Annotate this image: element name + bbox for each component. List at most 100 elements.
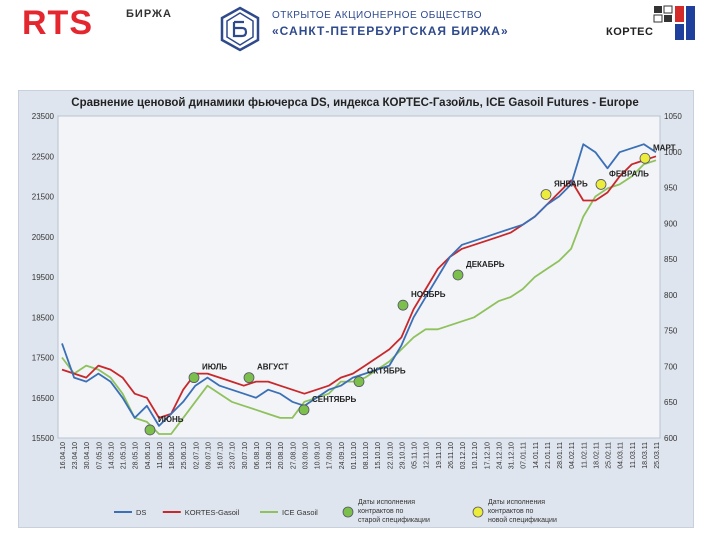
contract-expiry-marker (188, 372, 200, 384)
price-comparison-chart: Сравнение ценовой динамики фьючерса DS, … (32, 97, 683, 524)
x-tick-label: 05.11.10 (412, 442, 419, 469)
plot-area (57, 115, 661, 439)
x-tick-label: 01.10.10 (351, 442, 358, 469)
legend-marker (472, 506, 484, 518)
y-right-tick-label: 600 (664, 434, 678, 443)
x-tick-label: 21.05.10 (121, 442, 128, 469)
legend-marker (342, 506, 354, 518)
contract-expiry-marker (243, 372, 255, 384)
annotation-label: ИЮЛЬ (202, 363, 227, 372)
annotation-label: ДЕКАБРЬ (466, 260, 505, 269)
x-tick-label: 08.10.10 (363, 442, 370, 469)
x-tick-label: 04.02.11 (569, 442, 576, 469)
contract-expiry-marker (595, 179, 607, 190)
x-tick-label: 03.12.10 (460, 442, 467, 469)
contract-expiry-marker (298, 404, 310, 416)
y-right-tick-label: 850 (664, 255, 678, 264)
x-tick-label: 23.07.10 (230, 442, 237, 469)
x-tick-label: 24.12.10 (496, 442, 503, 469)
rts-logo-text: RTS (22, 4, 93, 42)
annotation-label: ОКТЯБРЬ (367, 367, 406, 376)
y-left-tick-label: 19500 (32, 273, 55, 282)
y-left-tick-label: 20500 (32, 233, 55, 242)
legend: DS KORTES-Gasoil ICE Gasoil Даты исполнения… (114, 499, 557, 524)
x-tick-label: 24.09.10 (339, 442, 346, 469)
x-tick-label: 11.03.11 (630, 442, 637, 468)
x-tick-label: 20.08.10 (278, 442, 285, 469)
y-right-tick-label: 900 (664, 219, 678, 228)
y-right-tick-label: 950 (664, 184, 678, 193)
annotation-label: МАРТ (653, 143, 676, 152)
x-tick-label: 03.09.10 (302, 442, 309, 469)
x-tick-label: 16.07.10 (218, 442, 225, 469)
spb-exchange-emblem-icon (220, 6, 260, 52)
contract-expiry-marker (639, 152, 651, 164)
annotations: ИЮНЬ ИЮЛЬ АВГУСТ СЕНТЯБРЬ ОКТЯБРЬ НОЯБРЬ ДЕКАБ… (144, 143, 676, 436)
x-tick-label: 30.04.10 (84, 442, 91, 469)
legend-label: DS (136, 508, 146, 517)
x-tick-label: 18.02.11 (593, 442, 600, 469)
y-left-tick-label: 18500 (32, 313, 55, 322)
rts-sub-label: БИРЖА (126, 8, 172, 20)
x-tick-label: 12.11.10 (424, 442, 431, 469)
y-right-tick-label: 700 (664, 362, 678, 371)
x-tick-label: 28.05.10 (133, 442, 140, 469)
legend-label: новой спецификации (488, 516, 557, 524)
x-tick-label: 11.02.11 (581, 442, 588, 468)
x-tick-label: 07.05.10 (96, 442, 103, 469)
annotation-label: ФЕВРАЛЬ (609, 169, 649, 178)
x-tick-label: 19.11.10 (436, 442, 443, 469)
y-left-tick-label: 16500 (32, 394, 55, 403)
x-tick-label: 18.03.11 (642, 442, 649, 469)
contract-expiry-marker (144, 424, 156, 436)
header: RTS БИРЖА ОТКРЫТОЕ АКЦИОНЕРНОЕ ОБЩЕСТВО … (0, 0, 720, 70)
x-tick-label: 30.07.10 (242, 442, 249, 469)
y-left-tick-label: 17500 (32, 354, 55, 363)
y-axis-right: 1050 1000 950 900 850 800 750 700 650 600 (664, 112, 682, 443)
spb-name-line1: ОТКРЫТОЕ АКЦИОНЕРНОЕ ОБЩЕСТВО (272, 10, 482, 21)
y-left-tick-label: 21500 (32, 193, 55, 202)
y-right-tick-label: 650 (664, 398, 678, 407)
y-right-tick-label: 1000 (664, 148, 682, 157)
x-tick-label: 13.08.10 (266, 442, 273, 469)
annotation-label: АВГУСТ (257, 363, 289, 372)
legend-label: контрактов по (358, 508, 404, 515)
x-tick-label: 28.01.11 (557, 442, 564, 469)
x-tick-label: 15.10.10 (375, 442, 382, 469)
legend-label: Даты исполнения (358, 499, 415, 506)
x-tick-label: 09.07.10 (205, 442, 212, 469)
series-line-ds (61, 143, 657, 427)
kortes-logo-icon (653, 5, 695, 40)
x-tick-label: 29.10.10 (399, 442, 406, 469)
x-tick-label: 04.06.10 (145, 442, 152, 469)
contract-expiry-marker (452, 269, 464, 281)
x-tick-label: 14.05.10 (108, 442, 115, 469)
y-left-tick-label: 15500 (32, 434, 55, 443)
annotation-label: НОЯБРЬ (411, 290, 446, 299)
x-tick-label: 22.10.10 (387, 442, 394, 469)
chart-title: Сравнение ценовой динамики фьючерса DS, … (71, 97, 638, 109)
annotation-label: ИЮНЬ (158, 415, 184, 424)
x-tick-label: 31.12.10 (509, 442, 516, 469)
x-tick-label: 21.01.11 (545, 442, 552, 469)
contract-expiry-marker (353, 376, 365, 388)
x-tick-label: 02.07.10 (193, 442, 200, 469)
spb-name-line2: «САНКТ-ПЕТЕРБУРГСКАЯ БИРЖА» (272, 24, 509, 38)
x-tick-label: 18.06.10 (169, 442, 176, 469)
annotation-label: ЯНВАРЬ (554, 179, 588, 188)
rts-logo: RTS (22, 4, 93, 43)
x-tick-label: 10.09.10 (315, 442, 322, 469)
kortes-label: КОРТЕС (606, 26, 654, 38)
x-tick-label: 14.01.11 (533, 442, 540, 469)
y-left-tick-label: 23500 (32, 112, 55, 121)
x-tick-label: 16.04.10 (60, 442, 67, 469)
legend-label: KORTES-Gasoil (185, 508, 240, 517)
x-tick-label: 25.03.11 (654, 442, 661, 469)
x-tick-label: 07.01.11 (521, 442, 528, 469)
x-tick-label: 06.08.10 (254, 442, 261, 469)
x-tick-label: 10.12.10 (472, 442, 479, 469)
legend-label: контрактов по (488, 508, 534, 515)
x-tick-label: 26.11.10 (448, 442, 455, 469)
x-tick-label: 17.12.10 (484, 442, 491, 469)
legend-label: старой спецификации (358, 516, 430, 524)
